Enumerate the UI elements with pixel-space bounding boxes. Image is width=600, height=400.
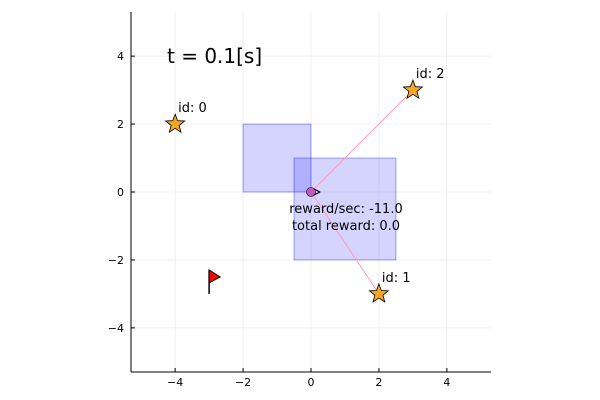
star-icon xyxy=(368,282,390,303)
targets: id: 0 id: 1 id: 2 xyxy=(164,67,445,303)
y-tick-label: −2 xyxy=(108,254,124,267)
y-tick-label: −4 xyxy=(108,322,124,335)
x-tick-label: 4 xyxy=(443,376,450,389)
y-tick-label: 4 xyxy=(117,50,124,63)
time-label: t = 0.1[s] xyxy=(167,44,262,68)
y-tick-label: 0 xyxy=(117,186,124,199)
target-id-label: id: 1 xyxy=(382,271,411,286)
target-id-label: id: 2 xyxy=(416,67,445,82)
sensor-ray xyxy=(310,191,380,295)
sensor-ray xyxy=(310,89,414,193)
x-tick-label: 2 xyxy=(375,376,382,389)
star-icon xyxy=(402,78,424,100)
tick-labels: −4 −2 0 2 4 −4 −2 0 2 4 xyxy=(108,50,451,389)
grid xyxy=(131,12,491,372)
observation-region xyxy=(242,123,312,193)
flag-icon xyxy=(208,268,222,284)
target-id-label: id: 0 xyxy=(178,101,207,116)
y-tick-label: 2 xyxy=(117,118,124,131)
sensor-rays xyxy=(310,89,414,295)
agent xyxy=(306,187,322,197)
reward-rate-label: reward/sec: -11.0 xyxy=(289,202,402,217)
x-tick-label: −4 xyxy=(167,376,183,389)
star-icon xyxy=(164,112,186,134)
heading-arrow-icon xyxy=(313,188,322,196)
x-tick-label: 0 xyxy=(308,376,315,389)
total-reward-label: total reward: 0.0 xyxy=(292,219,400,234)
goal-flag xyxy=(208,268,222,294)
x-tick-label: −2 xyxy=(235,376,251,389)
agent-marker xyxy=(306,187,316,197)
